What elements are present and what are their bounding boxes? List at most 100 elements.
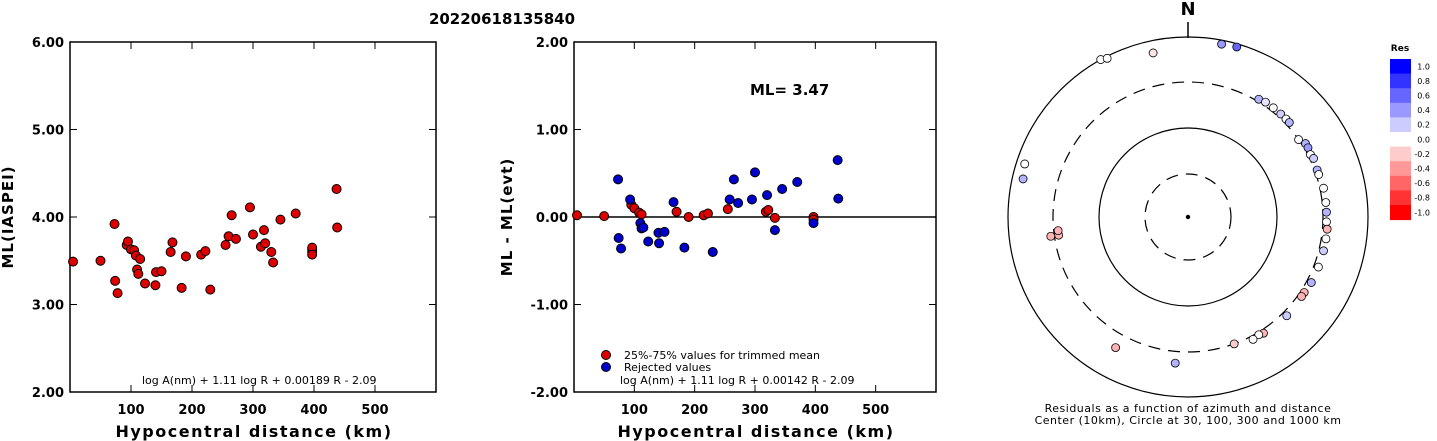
data-point xyxy=(792,177,803,187)
data-point xyxy=(679,242,690,253)
ring-100km xyxy=(1098,127,1278,307)
legend-marker-rejected xyxy=(601,362,611,372)
data-point xyxy=(683,212,694,222)
data-point xyxy=(750,167,760,178)
data-point xyxy=(260,238,271,249)
data-point xyxy=(180,251,191,262)
north-label: N xyxy=(1180,0,1195,20)
residual-point xyxy=(1306,278,1316,287)
residual-point xyxy=(1261,97,1270,107)
data-point xyxy=(762,190,773,201)
y-tick-label: 5.00 xyxy=(32,124,64,139)
data-point xyxy=(140,278,151,289)
colorbar-swatches: 1.0 0.8 0.6 0.4 0.2 0.0 -0.2 -0.4 -0.6 -0.8 -1.0 xyxy=(1390,59,1430,221)
panel-1-formula: log A(nm) + 1.11 log R + 0.00189 R - 2.0… xyxy=(142,374,376,387)
legend-marker-trimmed xyxy=(601,350,611,360)
data-point xyxy=(150,280,161,291)
y-tick-label: 0.00 xyxy=(536,211,568,226)
data-point xyxy=(613,174,624,185)
data-point xyxy=(226,210,237,221)
panel-2: -2.00 -1.00 0.00 1.00 2.00 100 200 300 400 500 M… xyxy=(498,36,937,441)
data-point xyxy=(668,197,679,208)
data-point xyxy=(109,219,120,229)
legend-label-rejected: Rejected values xyxy=(624,361,711,374)
data-point xyxy=(248,229,258,240)
residual-point xyxy=(1254,330,1264,340)
data-point xyxy=(68,256,79,267)
data-point xyxy=(95,255,106,266)
data-point xyxy=(110,275,121,286)
data-point xyxy=(133,268,144,279)
data-point xyxy=(722,204,733,215)
residual-point xyxy=(1170,358,1180,368)
residual-point xyxy=(1284,118,1294,127)
residual-point xyxy=(1314,262,1323,272)
data-point xyxy=(833,193,844,204)
data-point xyxy=(769,212,780,223)
colorbar-label: -0.2 xyxy=(1414,150,1430,159)
panel-3: N Residuals as a function of azimuth and… xyxy=(1007,0,1369,427)
data-point xyxy=(290,208,301,219)
colorbar-swatch xyxy=(1390,205,1411,221)
panel-2-points xyxy=(572,155,844,257)
data-point xyxy=(808,218,819,229)
x-tick-label: 500 xyxy=(862,403,889,418)
polar-caption-line-1: Residuals as a function of azimuth and d… xyxy=(1045,402,1332,415)
panel-1-ylabel: ML(IASPEI) xyxy=(0,165,17,268)
colorbar-label: 0.2 xyxy=(1417,121,1430,130)
data-point xyxy=(702,208,713,219)
panel-1-frame xyxy=(69,41,437,393)
colorbar-label: -1.0 xyxy=(1414,208,1430,217)
data-point xyxy=(777,184,788,194)
residual-point xyxy=(1282,311,1292,321)
x-tick-label: 200 xyxy=(178,403,205,418)
residual-point xyxy=(1322,217,1331,227)
data-point xyxy=(176,282,187,293)
data-point xyxy=(307,249,318,260)
residual-point xyxy=(1148,48,1158,58)
panel-2-xlabel: Hypocentral distance (km) xyxy=(617,422,894,441)
data-point xyxy=(156,266,167,277)
data-point xyxy=(572,210,583,221)
data-point xyxy=(266,247,277,257)
residual-point xyxy=(1217,39,1226,49)
x-tick-label: 400 xyxy=(300,403,327,418)
x-tick-label: 100 xyxy=(117,403,144,418)
ring-30km xyxy=(1144,173,1232,261)
colorbar-swatch xyxy=(1390,117,1411,133)
residual-point xyxy=(1294,135,1303,144)
data-point xyxy=(654,238,665,249)
x-tick-label: 500 xyxy=(361,403,388,418)
data-point xyxy=(763,205,774,215)
colorbar-label: 0.6 xyxy=(1417,92,1430,101)
colorbar-swatch xyxy=(1390,175,1411,191)
colorbar-label: 1.0 xyxy=(1417,62,1430,71)
colorbar-swatch xyxy=(1390,59,1411,75)
residual-point xyxy=(1321,234,1331,244)
y-tick-label: 3.00 xyxy=(32,299,64,314)
data-point xyxy=(220,240,231,250)
residual-point xyxy=(1229,339,1239,349)
x-tick-label: 300 xyxy=(239,403,266,418)
data-point xyxy=(165,247,176,257)
residual-point xyxy=(1314,170,1324,179)
panel-3-points xyxy=(1018,39,1332,368)
x-tick-label: 300 xyxy=(741,403,768,418)
residual-point xyxy=(1322,207,1331,217)
residual-point xyxy=(1111,343,1121,352)
data-point xyxy=(707,247,718,257)
colorbar-swatch xyxy=(1390,161,1411,177)
residual-point xyxy=(1248,334,1258,344)
colorbar-label: -0.6 xyxy=(1414,179,1430,188)
y-tick-label: 6.00 xyxy=(32,36,64,51)
residual-point xyxy=(1046,231,1056,241)
residual-point xyxy=(1322,224,1332,234)
residual-point xyxy=(1018,174,1028,184)
colorbar-label: 0.0 xyxy=(1417,135,1430,144)
colorbar-swatch xyxy=(1390,146,1411,162)
colorbar-swatch xyxy=(1390,190,1411,206)
data-point xyxy=(268,257,279,268)
panel-1-xlabel: Hypocentral distance (km) xyxy=(115,422,392,441)
colorbar-title: Res xyxy=(1391,44,1409,54)
data-point xyxy=(331,184,342,194)
